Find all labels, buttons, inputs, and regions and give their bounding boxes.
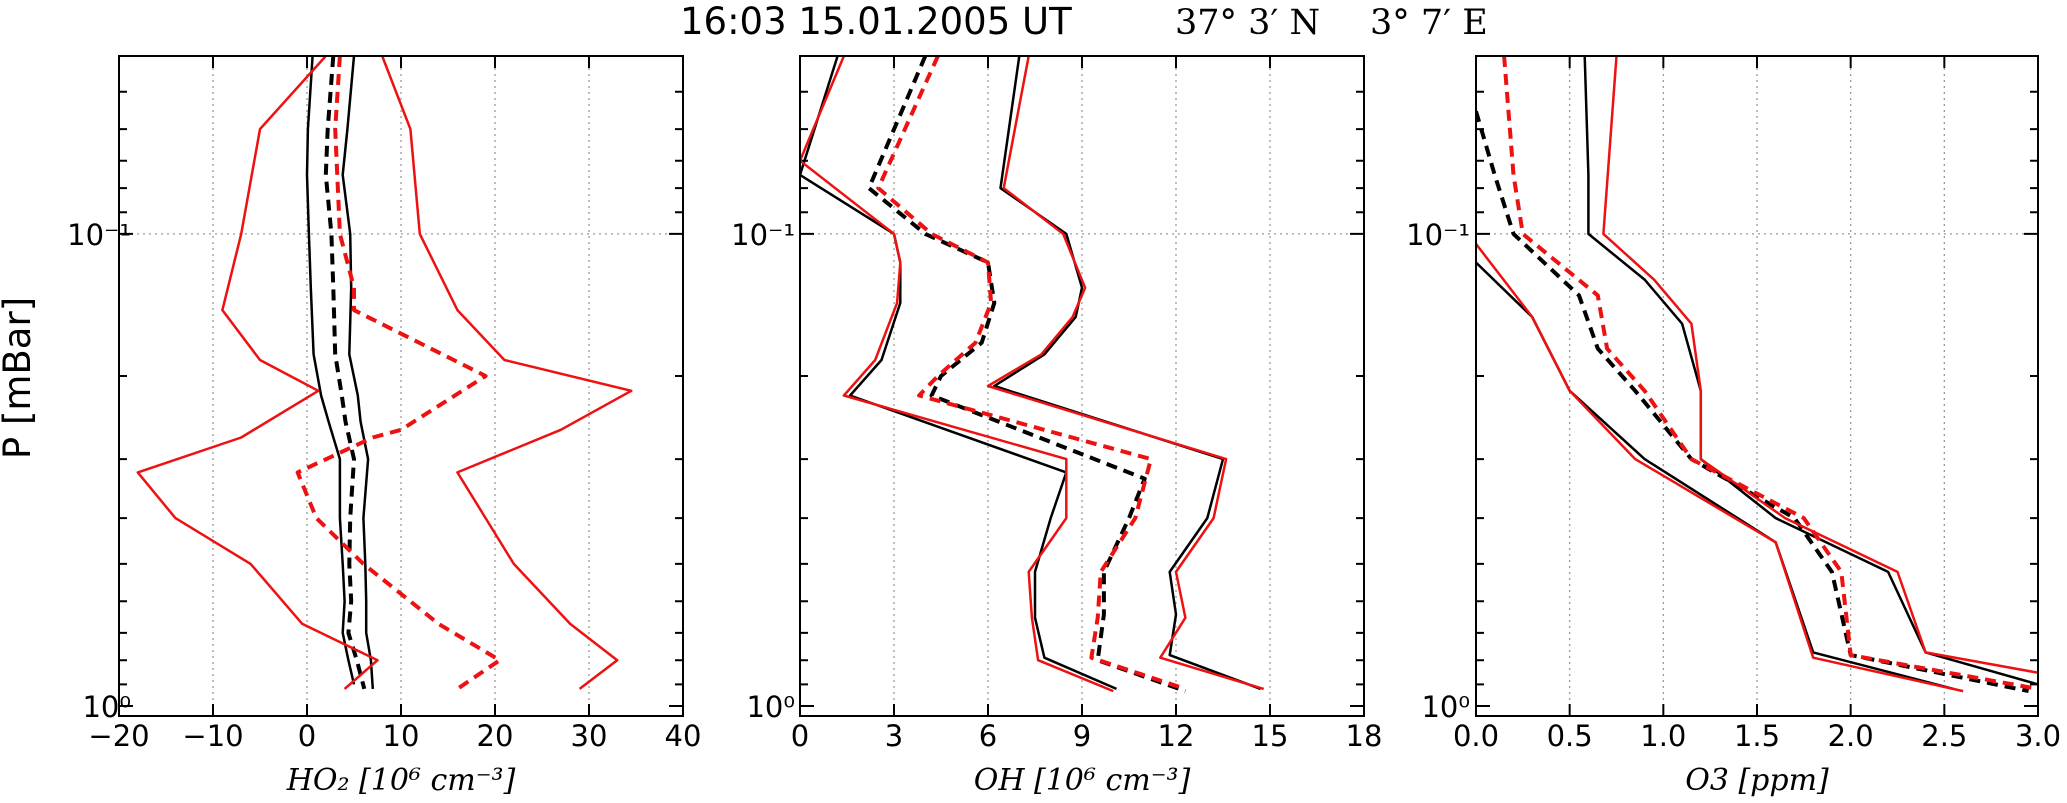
series-line-black-dashed: [323, 56, 367, 690]
figure-title-text: 16:03 15.01.2005 UT: [680, 0, 1072, 43]
panel-o3: 0.0 0.5 1.0 1.5 2.0 2.5 3.0 10⁻¹ 10⁰ O3 [ppm]: [1406, 55, 2061, 798]
series-line-black-dashed: [866, 56, 1187, 693]
x-tick-label: 15: [1252, 719, 1289, 753]
x-tick-label: 12: [1158, 719, 1195, 753]
figure-title-longitude: 3° 7′ E: [1370, 3, 1488, 43]
series-line-black-solid: [341, 56, 375, 689]
series-line-red-solid: [1602, 56, 2038, 674]
series-line-red-solid: [800, 56, 1114, 693]
series-line-red-dashed: [1502, 56, 2038, 691]
x-tick-label: 6: [979, 719, 997, 753]
series-line-red-solid: [1476, 243, 1964, 693]
axes-frame: [118, 55, 684, 717]
panel-oh: 0 3 6 9 12 15 18 10⁻¹ 10⁰ OH [10⁶ cm⁻³]: [731, 55, 1383, 798]
y-tick-label: 10⁻¹: [1406, 218, 1470, 252]
axes-frame: [799, 55, 1365, 717]
series-line-black-solid: [800, 56, 1117, 691]
y-tick-label: 10⁰: [82, 690, 131, 724]
x-tick-label: 3: [885, 719, 903, 753]
x-tick-label: −20: [88, 719, 149, 753]
x-tick-label: 0.5: [1547, 719, 1593, 753]
x-tick-label: 9: [1073, 719, 1091, 753]
series-line-black-solid: [1583, 56, 2038, 686]
series-line-red-dashed: [876, 56, 1187, 691]
x-tick-label: 0: [791, 719, 809, 753]
x-axis-label: HO₂ [10⁶ cm⁻³]: [286, 763, 516, 798]
series-group: [800, 56, 1265, 693]
series-line-black-solid: [305, 56, 356, 685]
x-axis-label: O3 [ppm]: [1685, 763, 1829, 798]
x-tick-label: 0: [298, 719, 316, 753]
series-line-red-solid: [986, 56, 1265, 691]
x-tick-label: 20: [477, 719, 514, 753]
y-tick-label: 10⁻¹: [67, 218, 131, 252]
series-line-black-solid: [1476, 261, 1955, 691]
x-tick-label: 0.0: [1453, 719, 1499, 753]
series-line-black-dashed: [1476, 110, 2029, 694]
y-tick-label: 10⁰: [1421, 690, 1470, 724]
axes-frame: [1475, 55, 2039, 717]
x-tick-label: 1.5: [1734, 719, 1780, 753]
panel-ho2: −20 −10 0 10 20 30 40 10⁻¹ 10⁰ HO₂ [10⁶ cm⁻³]: [67, 55, 702, 798]
y-tick-label: 10⁰: [746, 690, 795, 724]
series-line-black-solid: [993, 56, 1262, 691]
y-axis-label: P [mBar]: [0, 297, 39, 459]
series-line-red-dashed: [295, 56, 502, 691]
series-group: [1476, 56, 2038, 694]
x-tick-label: 10: [383, 719, 420, 753]
x-tick-label: −10: [182, 719, 243, 753]
series-line-red-solid: [136, 56, 379, 690]
x-tick-label: 2.0: [1828, 719, 1874, 753]
x-tick-label: 40: [665, 719, 702, 753]
x-tick-label: 3.0: [2015, 719, 2061, 753]
series-group: [136, 56, 633, 691]
x-tick-label: 2.5: [1921, 719, 1967, 753]
x-tick-label: 30: [571, 719, 608, 753]
figure-title-latitude: 37° 3′ N: [1175, 3, 1320, 43]
x-axis-label: OH [10⁶ cm⁻³]: [974, 763, 1191, 798]
x-tick-label: 1.0: [1640, 719, 1686, 753]
series-line-red-solid: [381, 56, 633, 690]
x-tick-label: 18: [1346, 719, 1383, 753]
panels: −20 −10 0 10 20 30 40 10⁻¹ 10⁰ HO₂ [10⁶ cm⁻³] 0 3 6 9…: [67, 55, 2061, 798]
y-tick-label: 10⁻¹: [731, 218, 795, 252]
